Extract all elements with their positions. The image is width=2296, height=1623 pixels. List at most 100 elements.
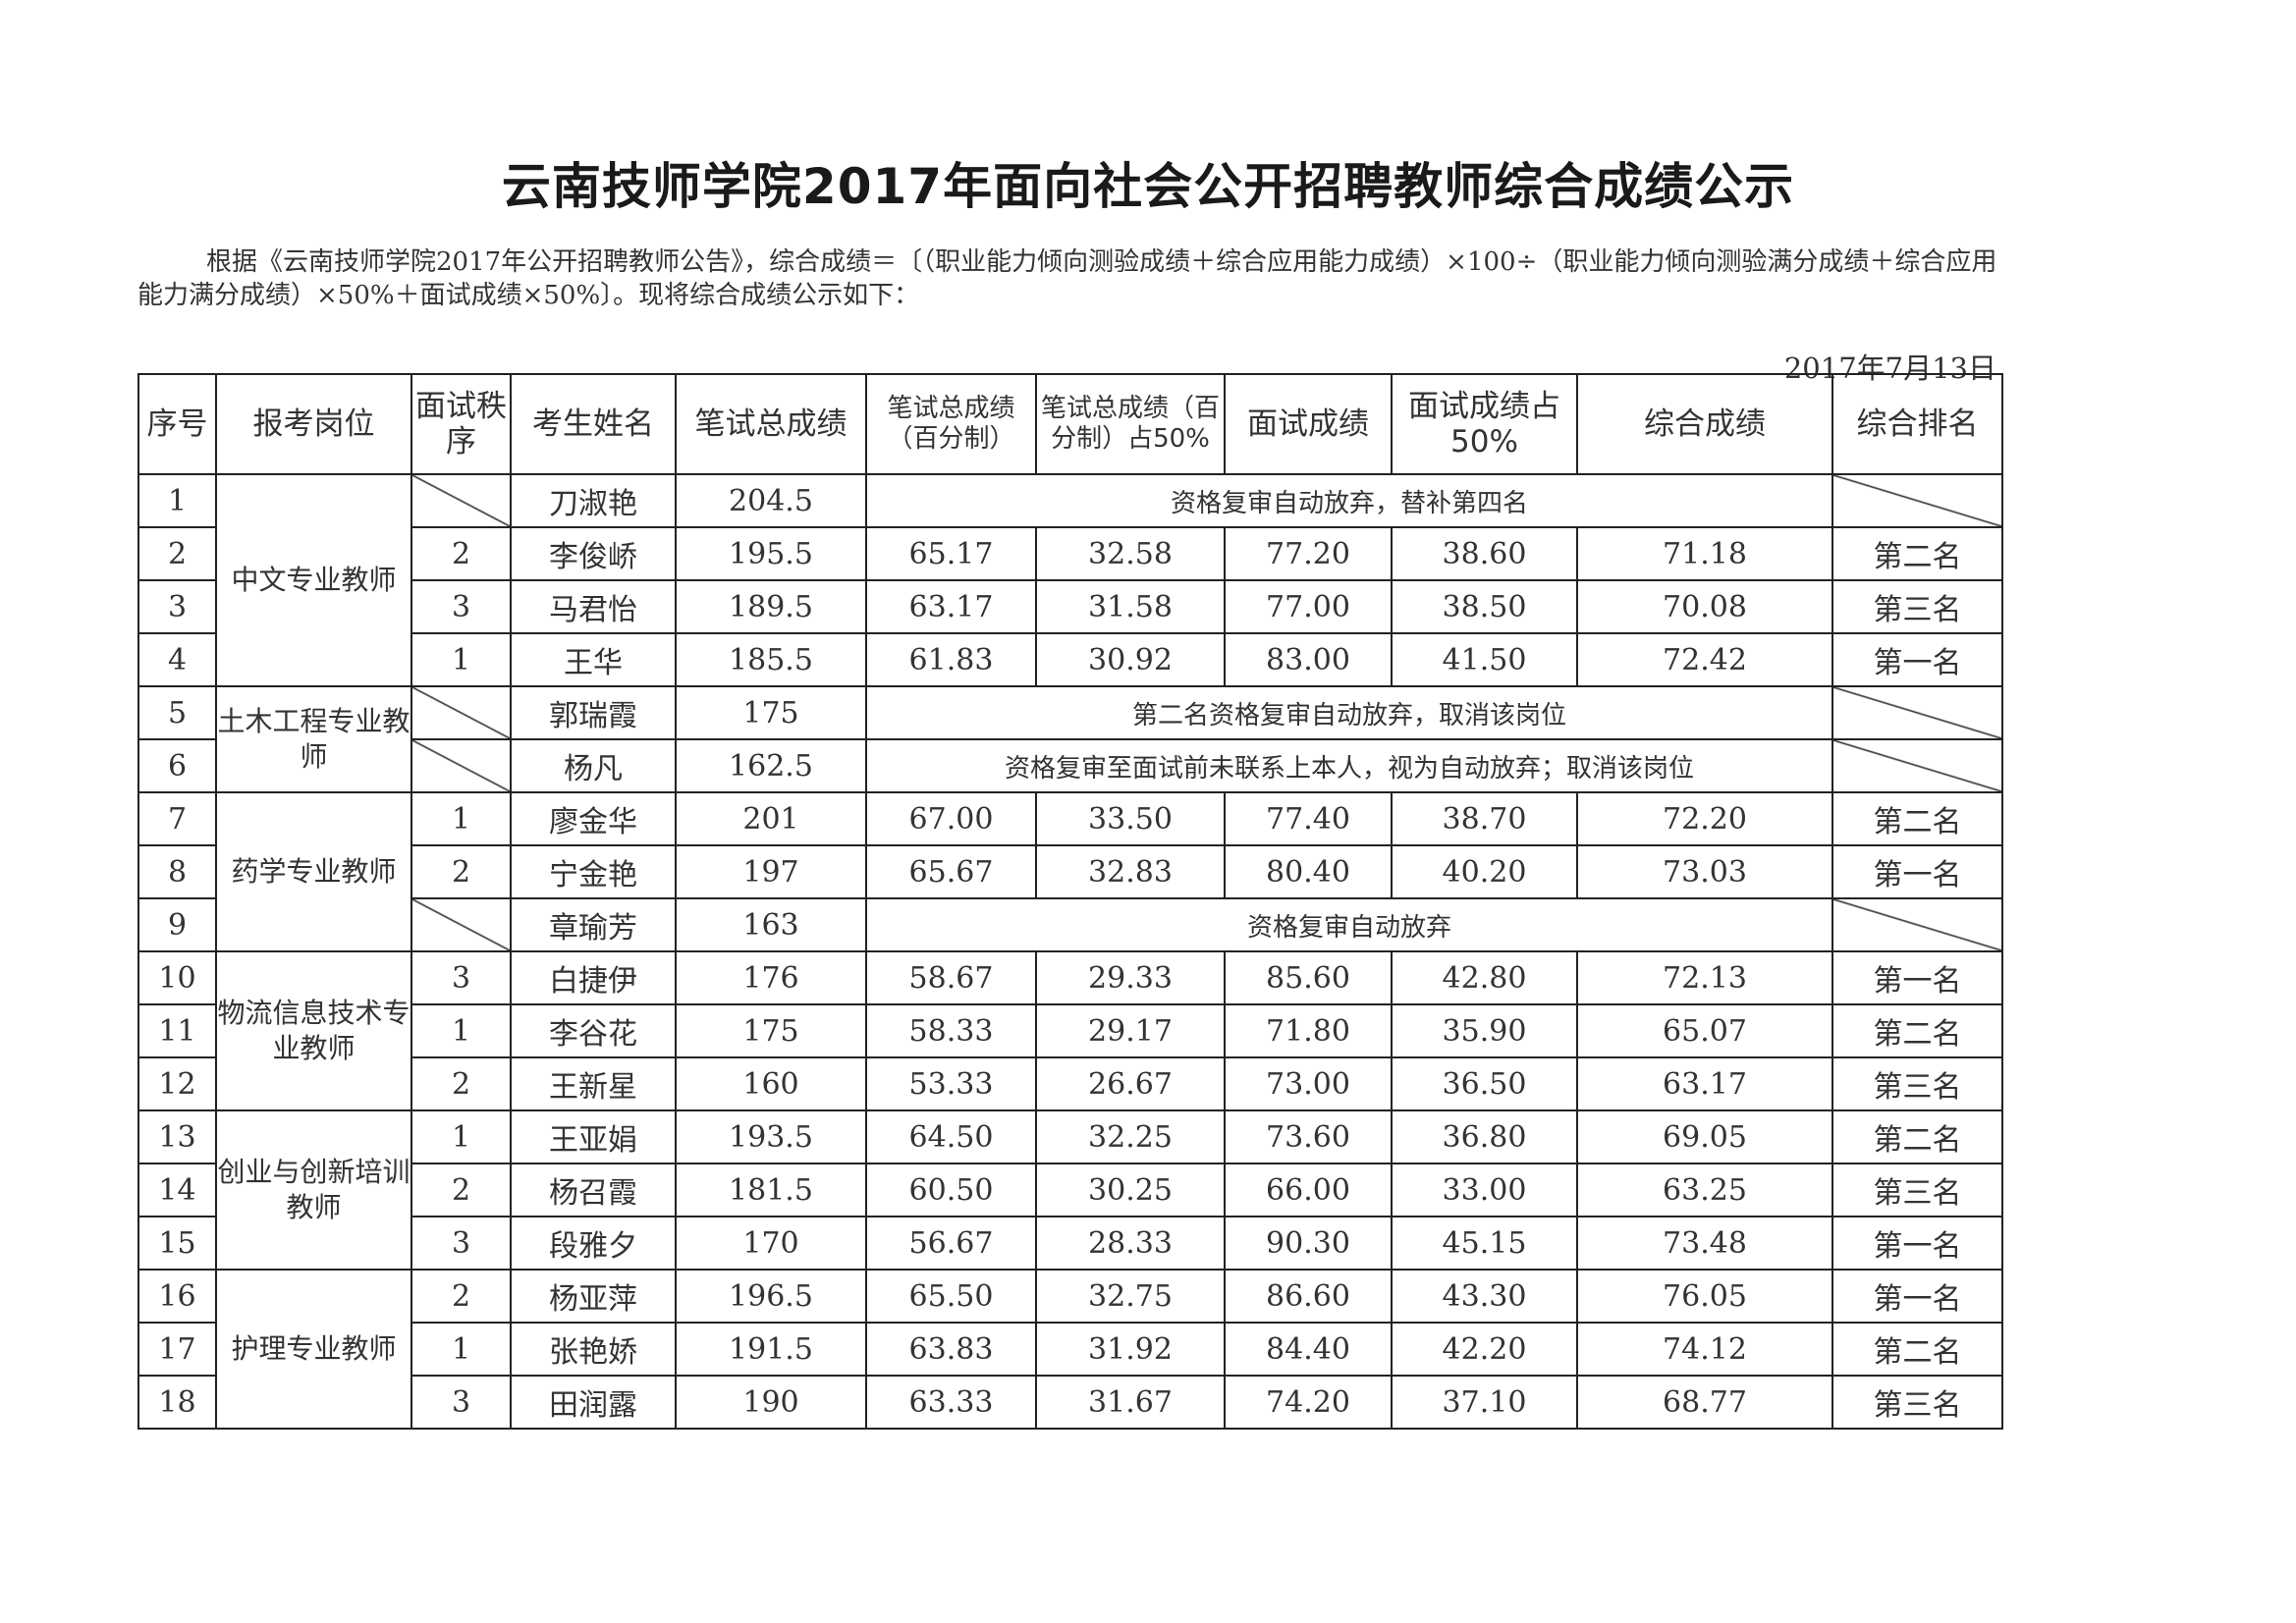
total-score: 72.42: [1576, 632, 1833, 687]
header-written-total: 笔试总成绩: [675, 373, 867, 475]
interview-order: 2: [410, 1269, 512, 1324]
candidate-name: 白捷伊: [510, 950, 677, 1005]
interview-score: 80.40: [1224, 844, 1393, 899]
interview-50: 38.60: [1391, 526, 1578, 581]
rank-empty: [1831, 685, 2003, 740]
candidate-name: 王华: [510, 632, 677, 687]
interview-order: 2: [410, 1163, 512, 1217]
interview-order: 1: [410, 1109, 512, 1164]
interview-order-empty: [410, 473, 512, 528]
rank-empty: [1831, 897, 2003, 952]
candidate-name: 杨召霞: [510, 1163, 677, 1217]
rank: 第一名: [1831, 844, 2003, 899]
rank-empty: [1831, 473, 2003, 528]
interview-score: 85.60: [1224, 950, 1393, 1005]
table-body: 1 中文专业教师 刀淑艳 204.5 资格复审自动放弃，替补第四名 2 2 李俊峤 195.5 6…: [137, 473, 2003, 1430]
total-score: 63.17: [1576, 1056, 1833, 1111]
interview-50: 42.20: [1391, 1322, 1578, 1377]
header-position: 报考岗位: [215, 373, 412, 475]
written-50: 28.33: [1035, 1216, 1226, 1271]
row-number: 6: [137, 738, 217, 793]
written-total: 190: [675, 1375, 867, 1430]
interview-order: 3: [410, 1375, 512, 1430]
rank: 第一名: [1831, 950, 2003, 1005]
written-percent: 61.83: [865, 632, 1037, 687]
interview-50: 43.30: [1391, 1269, 1578, 1324]
interview-score: 71.80: [1224, 1003, 1393, 1058]
status-note: 第二名资格复审自动放弃，取消该岗位: [865, 685, 1833, 740]
row-number: 7: [137, 791, 217, 846]
written-50: 33.50: [1035, 791, 1226, 846]
rank: 第三名: [1831, 1375, 2003, 1430]
candidate-name: 刀淑艳: [510, 473, 677, 528]
written-50: 29.33: [1035, 950, 1226, 1005]
written-percent: 60.50: [865, 1163, 1037, 1217]
written-50: 32.83: [1035, 844, 1226, 899]
row-number: 14: [137, 1163, 217, 1217]
written-50: 29.17: [1035, 1003, 1226, 1058]
row-number: 2: [137, 526, 217, 581]
written-50: 31.58: [1035, 579, 1226, 634]
written-50: 30.25: [1035, 1163, 1226, 1217]
table-row: 2 2 李俊峤 195.5 65.17 32.58 77.20 38.60 71.18 第二名: [137, 526, 2003, 581]
written-total: 160: [675, 1056, 867, 1111]
total-score: 63.25: [1576, 1163, 1833, 1217]
rank: 第三名: [1831, 1163, 2003, 1217]
table-row: 17 1 张艳娇 191.5 63.83 31.92 84.40 42.20 74.12 第二名: [137, 1322, 2003, 1377]
table-row: 3 3 马君怡 189.5 63.17 31.58 77.00 38.50 70.08 第三名: [137, 579, 2003, 634]
written-total: 201: [675, 791, 867, 846]
candidate-name: 宁金艳: [510, 844, 677, 899]
candidate-name: 郭瑞霞: [510, 685, 677, 740]
row-number: 13: [137, 1109, 217, 1164]
table-row: 12 2 王新星 160 53.33 26.67 73.00 36.50 63.17 第三名: [137, 1056, 2003, 1111]
written-percent: 56.67: [865, 1216, 1037, 1271]
interview-50: 38.70: [1391, 791, 1578, 846]
rank: 第二名: [1831, 1003, 2003, 1058]
interview-score: 73.00: [1224, 1056, 1393, 1111]
table-row: 11 1 李谷花 175 58.33 29.17 71.80 35.90 65.07 第二名: [137, 1003, 2003, 1058]
row-number: 12: [137, 1056, 217, 1111]
interview-order: 1: [410, 791, 512, 846]
interview-50: 36.80: [1391, 1109, 1578, 1164]
written-total: 175: [675, 1003, 867, 1058]
row-number: 8: [137, 844, 217, 899]
total-score: 73.03: [1576, 844, 1833, 899]
interview-score: 77.20: [1224, 526, 1393, 581]
written-total: 176: [675, 950, 867, 1005]
written-percent: 65.67: [865, 844, 1037, 899]
written-percent: 53.33: [865, 1056, 1037, 1111]
written-total: 195.5: [675, 526, 867, 581]
header-name: 考生姓名: [510, 373, 677, 475]
written-50: 31.67: [1035, 1375, 1226, 1430]
interview-50: 42.80: [1391, 950, 1578, 1005]
interview-order: 2: [410, 526, 512, 581]
interview-order: 1: [410, 1003, 512, 1058]
header-rank: 综合排名: [1831, 373, 2003, 475]
written-percent: 65.17: [865, 526, 1037, 581]
interview-50: 36.50: [1391, 1056, 1578, 1111]
written-50: 32.58: [1035, 526, 1226, 581]
total-score: 72.13: [1576, 950, 1833, 1005]
table-row: 7 药学专业教师 1 廖金华 201 67.00 33.50 77.40 38.70 72.20 第…: [137, 791, 2003, 952]
row-number: 17: [137, 1322, 217, 1377]
rank: 第一名: [1831, 632, 2003, 687]
interview-order: 3: [410, 950, 512, 1005]
row-number: 3: [137, 579, 217, 634]
written-total: 189.5: [675, 579, 867, 634]
interview-50: 33.00: [1391, 1163, 1578, 1217]
candidate-name: 杨亚萍: [510, 1269, 677, 1324]
table-row: 18 3 田润露 190 63.33 31.67 74.20 37.10 68.77 第三名: [137, 1375, 2003, 1430]
candidate-name: 王亚娟: [510, 1109, 677, 1164]
table-row: 1 中文专业教师 刀淑艳 204.5 资格复审自动放弃，替补第四名: [137, 473, 2003, 687]
total-score: 72.20: [1576, 791, 1833, 846]
table-row: 14 2 杨召霞 181.5 60.50 30.25 66.00 33.00 63.25 第三名: [137, 1163, 2003, 1217]
interview-order: 1: [410, 1322, 512, 1377]
position-cell: 护理专业教师: [215, 1269, 412, 1430]
written-total: 196.5: [675, 1269, 867, 1324]
page-title: 云南技师学院2017年面向社会公开招聘教师综合成绩公示: [501, 158, 1795, 215]
written-50: 26.67: [1035, 1056, 1226, 1111]
header-written-percent: 笔试总成绩（百分制）: [865, 373, 1037, 475]
position-cell: 土木工程专业教师: [215, 685, 412, 793]
written-total: 185.5: [675, 632, 867, 687]
interview-score: 66.00: [1224, 1163, 1393, 1217]
